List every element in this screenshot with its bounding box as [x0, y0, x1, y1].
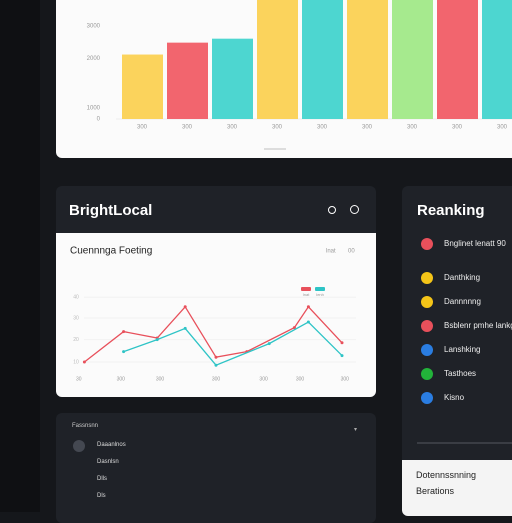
point: [214, 363, 218, 367]
x-tick-label: 300: [227, 125, 238, 131]
ranking-title: Reanking: [417, 202, 485, 219]
chart-card: Cuennnga Foeting lnat 00 40 30 20 10 30 300 300 30…: [56, 233, 376, 397]
divider: [417, 442, 512, 444]
x-tick-label: 300: [296, 376, 305, 382]
legend-swatch: [301, 287, 311, 291]
bar: [257, 0, 298, 119]
x-tick-label: 300: [272, 125, 283, 131]
line-chart: Cuennnga Foeting lnat 00 40 30 20 10 30 300 300 30…: [70, 246, 356, 382]
point: [183, 326, 187, 330]
point: [155, 338, 159, 342]
y-tick-label: 0: [97, 117, 101, 123]
point: [306, 305, 310, 309]
y-tick-label: 2000: [87, 56, 101, 62]
y-tick-label: 10: [73, 359, 79, 365]
rank-icon: [421, 320, 433, 332]
line-series: [123, 321, 343, 366]
point: [214, 355, 218, 359]
y-tick-label: 20: [73, 337, 79, 343]
rank-label: Bsblenr pmhe lankg: [444, 321, 512, 330]
bar: [437, 0, 478, 119]
footer-subtitle: Berations: [416, 486, 455, 496]
rank-label: Lanshking: [444, 345, 481, 354]
x-tick-label: 300: [407, 125, 418, 131]
brand-title: BrightLocal: [69, 202, 153, 219]
scroll-handle: [264, 148, 286, 150]
side-strip: [0, 0, 40, 512]
bar: [392, 0, 433, 119]
bar: [302, 0, 343, 119]
point: [267, 342, 271, 346]
legend-swatch: [315, 287, 325, 291]
x-tick-label: 300: [497, 125, 508, 131]
bar: [482, 0, 512, 119]
x-tick-label: 300: [362, 125, 373, 131]
point: [122, 330, 126, 334]
point: [183, 305, 187, 309]
x-tick-label: 300: [182, 125, 193, 131]
bar-chart: 3000 2000 1000 0 300 300 300 300 300 300 300 300 300: [87, 0, 512, 150]
rank-label: Danthking: [444, 273, 481, 282]
bar: [212, 38, 253, 119]
line-series: [84, 305, 343, 363]
bar: [347, 0, 388, 119]
bar-panel: 3000 2000 1000 0 300 300 300 300 300 300 300 300 300: [56, 0, 512, 158]
x-tick-label: 300: [212, 376, 221, 382]
y-tick-label: 30: [73, 315, 79, 321]
rank-label: Kisno: [444, 393, 465, 402]
x-tick-label: 300: [452, 125, 463, 131]
y-tick-label: 40: [73, 295, 79, 301]
rank-label: Tasthoes: [444, 369, 477, 378]
list-item: Dasnlsn: [97, 459, 119, 465]
point: [306, 320, 310, 324]
point: [292, 326, 296, 330]
x-tick-label: 300: [341, 376, 350, 382]
bottom-panel: Fassnsnn ▾ Daaanlnos Dasnlsn Dlls Dls: [56, 413, 376, 523]
rank-icon: [421, 344, 433, 356]
ranking-panel: Reanking Bnglinet lenatt 90 Danthking Dann…: [402, 186, 512, 516]
bar: [122, 54, 163, 119]
point: [340, 341, 344, 345]
y-tick-label: 3000: [87, 23, 101, 29]
bottom-header: Fassnsnn: [72, 423, 99, 429]
point: [82, 360, 86, 364]
ranking-footer: Dotennssnning Berations: [402, 460, 512, 516]
y-tick-label: 1000: [87, 106, 101, 112]
header-label: lnat: [326, 249, 336, 255]
list-item: Dls: [97, 493, 106, 499]
x-tick-label: 300: [317, 125, 328, 131]
bar: [167, 42, 208, 120]
rank-icon: [421, 238, 433, 250]
rank-icon: [421, 296, 433, 308]
x-tick-label: 300: [117, 376, 126, 382]
list-item: Dlls: [97, 476, 107, 482]
footer-title: Dotennssnning: [416, 470, 477, 480]
rank-label: Bnglinet lenatt 90: [444, 239, 506, 248]
avatar: [73, 440, 85, 452]
x-tick-label: 300: [259, 376, 268, 382]
brand-panel: BrightLocal Cuennnga Foeting lnat 00 40 30 20…: [56, 186, 376, 397]
rank-icon: [421, 272, 433, 284]
x-tick-label: 300: [156, 376, 165, 382]
rank-icon: [421, 368, 433, 380]
legend-label: Inat: [303, 292, 311, 297]
point: [340, 354, 344, 358]
list-item: Daaanlnos: [97, 442, 126, 448]
icon-button[interactable]: [350, 205, 359, 214]
header-label: 00: [348, 249, 355, 255]
icon-button[interactable]: [328, 206, 336, 214]
chart-title: Cuennnga Foeting: [70, 246, 152, 257]
x-tick-label: 30: [76, 376, 82, 382]
caret[interactable]: ▾: [354, 427, 358, 433]
legend-label: Ienh: [316, 292, 324, 297]
point: [122, 350, 126, 354]
x-tick-label: 300: [137, 125, 148, 131]
rank-label: Dannnnng: [444, 297, 481, 306]
rank-icon: [421, 392, 433, 404]
